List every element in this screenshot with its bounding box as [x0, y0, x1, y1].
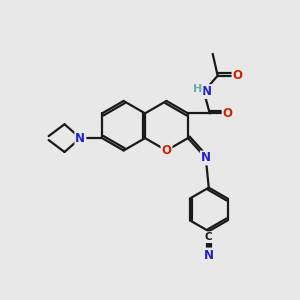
Text: C: C [205, 232, 213, 242]
Text: H: H [193, 84, 203, 94]
Text: O: O [232, 69, 242, 82]
Text: O: O [223, 107, 232, 120]
Text: N: N [204, 248, 214, 262]
Text: N: N [202, 85, 212, 98]
Text: N: N [75, 132, 85, 145]
Text: N: N [201, 152, 211, 164]
Text: O: O [161, 144, 172, 157]
